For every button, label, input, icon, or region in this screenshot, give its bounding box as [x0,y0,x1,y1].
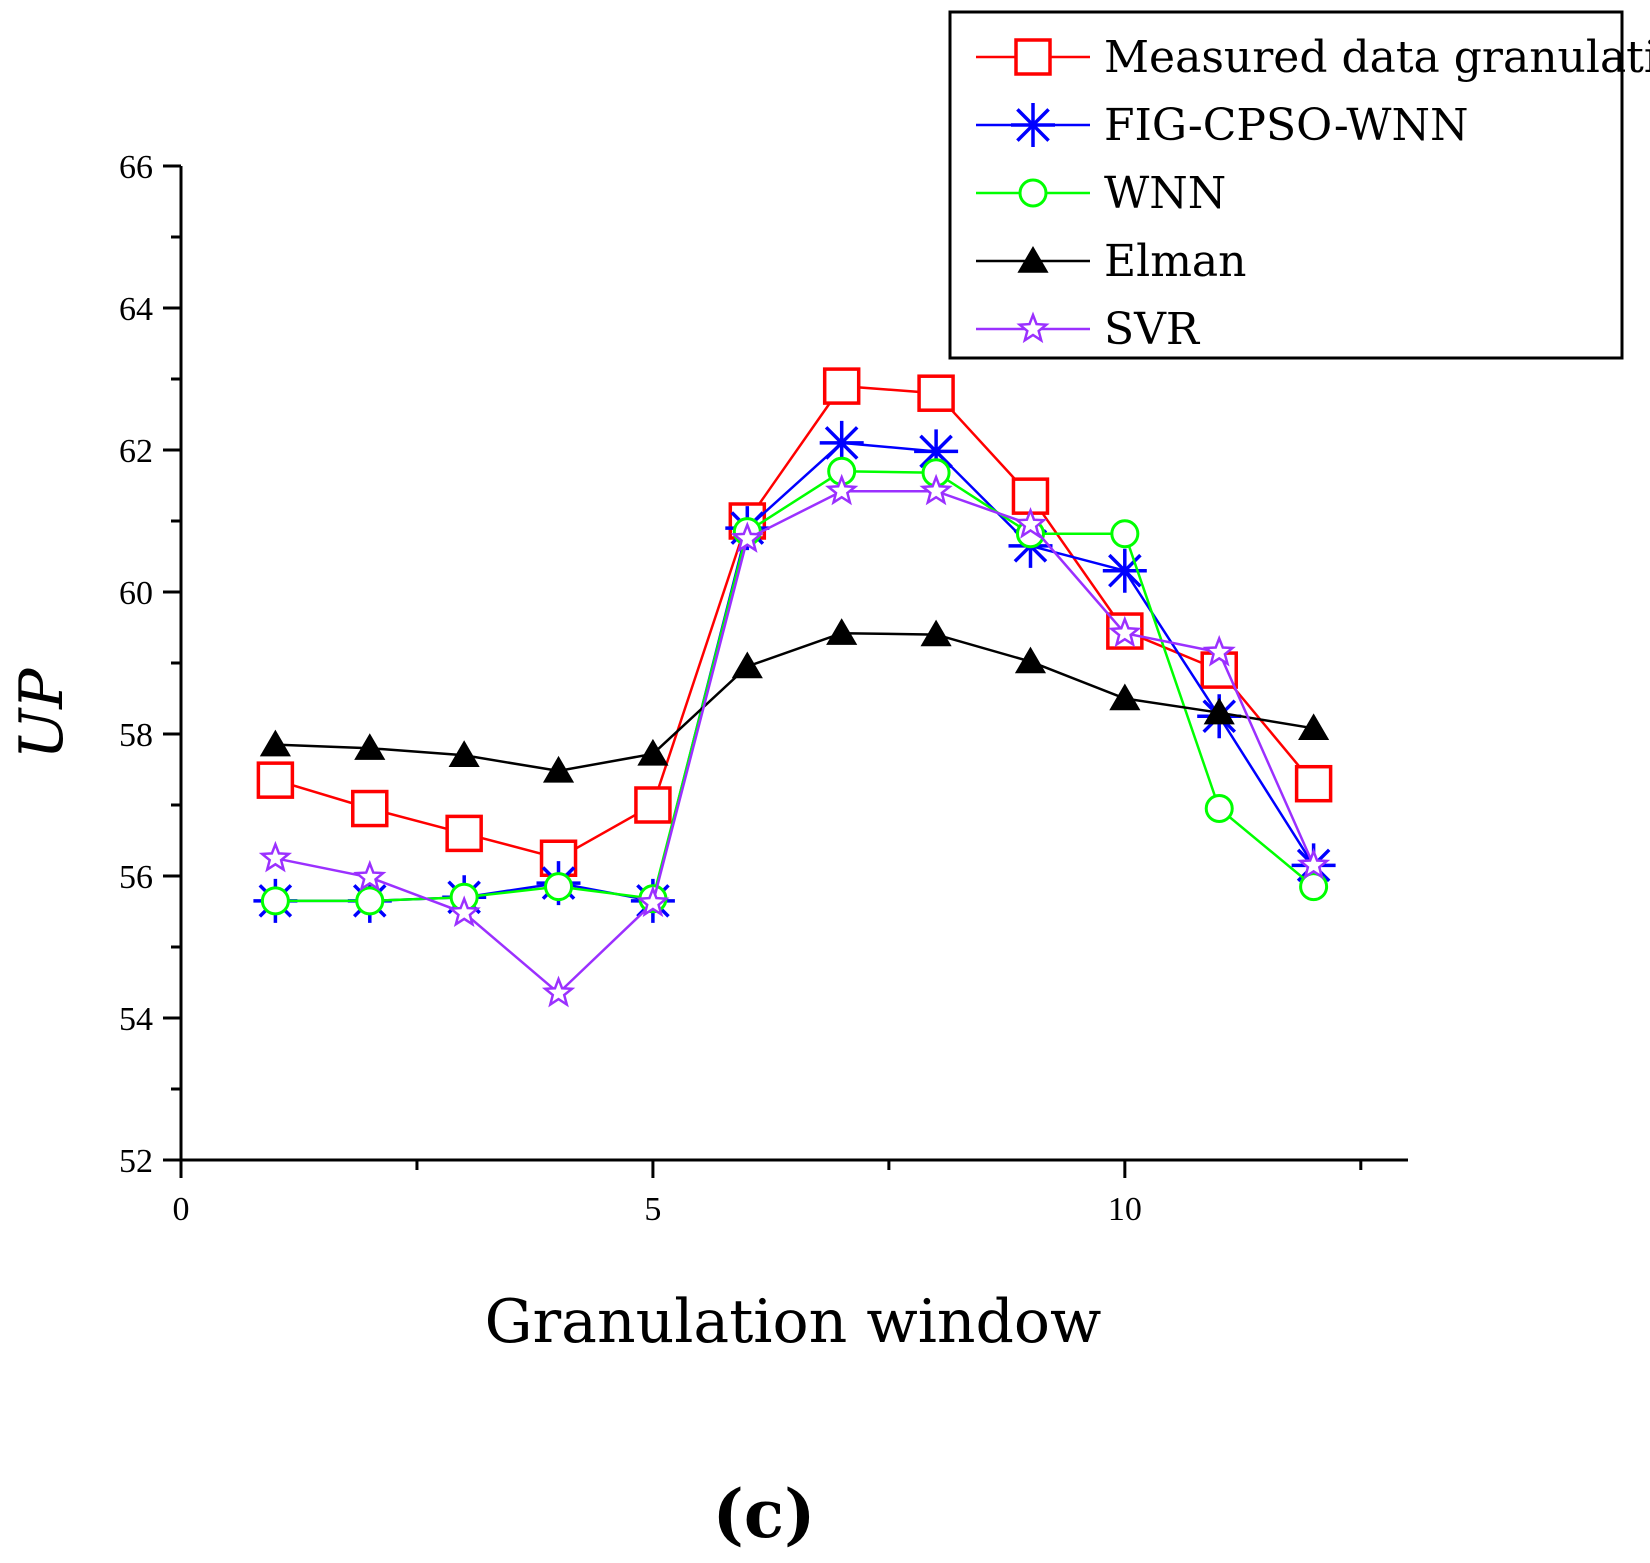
legend-label-elman: Elman [1104,236,1246,287]
data-point-svr [1013,507,1048,539]
data-point-svr [353,859,387,892]
legend-label-fig-cpso-wnn: FIG-CPSO-WNN [1104,100,1469,151]
data-point-svr [636,885,670,918]
series-line-wnn [275,470,1315,903]
data-point-measured-data-granulation [634,786,672,824]
ticks: 52 54 56 58 60 62 64 66 0 5 10 [119,149,1363,1228]
x-tick-label: 10 [1108,1191,1142,1228]
series-line-fig-cpso-wnn [275,441,1315,903]
series-wnn [260,456,1329,916]
y-tick-label: 54 [119,1001,153,1038]
data-point-svr [919,473,953,506]
data-point-measured-data-granulation [256,761,295,799]
data-point-svr [258,840,293,873]
data-point-elman [542,755,575,783]
data-point-elman [1298,713,1330,741]
data-point-wnn [355,886,385,916]
data-point-elman [1014,646,1047,674]
legend-marker-elman [1017,246,1049,273]
series-measured-data-granulation [256,367,1333,877]
panel-label: (c) [713,1475,816,1553]
y-tick-label: 64 [119,291,153,328]
legend-label-wnn: WNN [1104,168,1226,219]
y-tick-label: 52 [119,1143,153,1180]
data-point-svr [541,975,576,1008]
legend-label-svr: SVR [1104,304,1201,355]
legend-box [948,10,1624,360]
data-point-wnn [1110,519,1140,549]
data-point-measured-data-granulation [822,367,861,405]
y-tick-label: 56 [119,859,153,896]
data-point-measured-data-granulation [917,374,955,412]
data-point-wnn [260,886,290,916]
legend-marker-fig-cpso-wnn [1011,103,1055,147]
data-point-elman [259,729,291,757]
series-elman [259,618,1330,783]
series-layer [253,367,1336,1008]
data-point-svr [1202,634,1236,667]
y-tick-label: 62 [119,433,153,470]
data-point-elman [1203,697,1235,725]
legend-label-measured-data-granulation: Measured data granulation [1104,32,1650,83]
data-point-elman [826,618,858,645]
data-point-fig-cpso-wnn [1102,548,1147,593]
data-point-elman [920,619,952,647]
data-point-svr [730,521,764,553]
data-point-elman [354,733,386,760]
data-point-measured-data-granulation [351,789,389,828]
data-point-svr [1108,615,1142,648]
y-axis-label: UP [7,667,77,760]
data-point-measured-data-granulation [445,814,483,853]
data-point-wnn [544,872,574,902]
data-point-svr [1296,847,1331,880]
y-tick-label: 66 [119,149,153,186]
series-svr [258,473,1331,1008]
legend-marker-svr [1016,311,1050,344]
x-axis-label: Granulation window [485,1287,1102,1357]
legend: Measured data granulation FIG-CPSO-WNN WNN… [948,10,1650,360]
data-point-elman [448,740,480,767]
legend-marker-measured-data-granulation [1014,38,1052,76]
x-tick-label: 0 [173,1191,190,1228]
data-point-measured-data-granulation [1294,764,1333,803]
series-line-svr [275,489,1315,995]
legend-marker-wnn [1018,178,1048,208]
data-point-fig-cpso-wnn [819,420,864,465]
data-point-svr [825,473,859,506]
x-tick-label: 5 [644,1191,661,1228]
series-line-elman [275,631,1314,773]
y-tick-label: 58 [119,717,153,754]
data-point-elman [637,738,669,766]
data-point-wnn [1204,794,1234,824]
data-point-elman [731,651,763,679]
data-point-svr [447,895,481,928]
y-tick-label: 60 [119,575,153,612]
data-point-wnn [1299,872,1329,902]
data-point-elman [1109,683,1141,711]
data-point-fig-cpso-wnn [914,429,959,474]
